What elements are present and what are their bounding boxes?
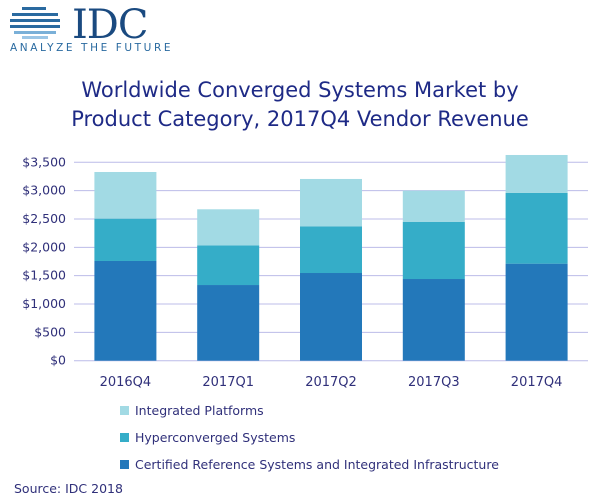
bar-segment bbox=[94, 260, 157, 361]
y-tick-label: $2,500 bbox=[22, 211, 66, 226]
legend-label: Integrated Platforms bbox=[135, 403, 264, 418]
legend-label: Hyperconverged Systems bbox=[135, 430, 296, 445]
legend-swatch bbox=[120, 433, 129, 442]
bar-segment bbox=[402, 221, 465, 280]
bar-segment bbox=[94, 218, 157, 261]
bar-segment bbox=[402, 190, 465, 222]
chart-title-line-2: Product Category, 2017Q4 Vendor Revenue bbox=[71, 107, 529, 131]
bar-segment bbox=[505, 192, 568, 264]
bar-segment bbox=[94, 171, 157, 219]
y-tick-label: $1,000 bbox=[22, 296, 66, 311]
bar-segment bbox=[505, 154, 568, 193]
bar-segment bbox=[197, 285, 260, 361]
bar-segment bbox=[300, 226, 362, 274]
source-note: Source: IDC 2018 bbox=[14, 481, 123, 496]
legend-swatch bbox=[120, 406, 129, 415]
y-tick-label: $3,000 bbox=[22, 183, 66, 198]
bar-segment bbox=[402, 279, 465, 361]
bar-segment bbox=[505, 263, 568, 361]
y-tick-label: $3,500 bbox=[22, 154, 66, 169]
legend-swatch bbox=[120, 460, 129, 469]
idc-logo-globe-icon bbox=[10, 7, 60, 39]
chart-title-line-1: Worldwide Converged Systems Market by bbox=[81, 78, 519, 102]
x-tick-label: 2017Q4 bbox=[511, 375, 563, 390]
y-tick-label: $500 bbox=[34, 324, 66, 339]
bar-segment bbox=[197, 245, 260, 286]
chart-title: Worldwide Converged Systems Market by Pr… bbox=[0, 76, 600, 134]
x-tick-label: 2017Q2 bbox=[305, 375, 357, 390]
y-tick-label: $2,000 bbox=[22, 239, 66, 254]
x-tick-label: 2016Q4 bbox=[100, 375, 152, 390]
y-tick-label: $1,500 bbox=[22, 268, 66, 283]
logo-brand: IDC bbox=[72, 2, 148, 48]
x-tick-label: 2017Q3 bbox=[408, 375, 460, 390]
legend-item-certified-reference: Certified Reference Systems and Integrat… bbox=[120, 457, 499, 472]
x-tick-label: 2017Q1 bbox=[202, 375, 254, 390]
bar-segment bbox=[197, 209, 260, 246]
bar-segment bbox=[300, 273, 362, 361]
legend-label: Certified Reference Systems and Integrat… bbox=[135, 457, 499, 472]
y-tick-label: $0 bbox=[50, 353, 66, 368]
logo-tagline: ANALYZE THE FUTURE bbox=[10, 42, 174, 54]
legend-item-integrated-platforms: Integrated Platforms bbox=[120, 403, 264, 418]
legend-item-hyperconverged: Hyperconverged Systems bbox=[120, 430, 295, 445]
bar-segment bbox=[300, 178, 362, 227]
